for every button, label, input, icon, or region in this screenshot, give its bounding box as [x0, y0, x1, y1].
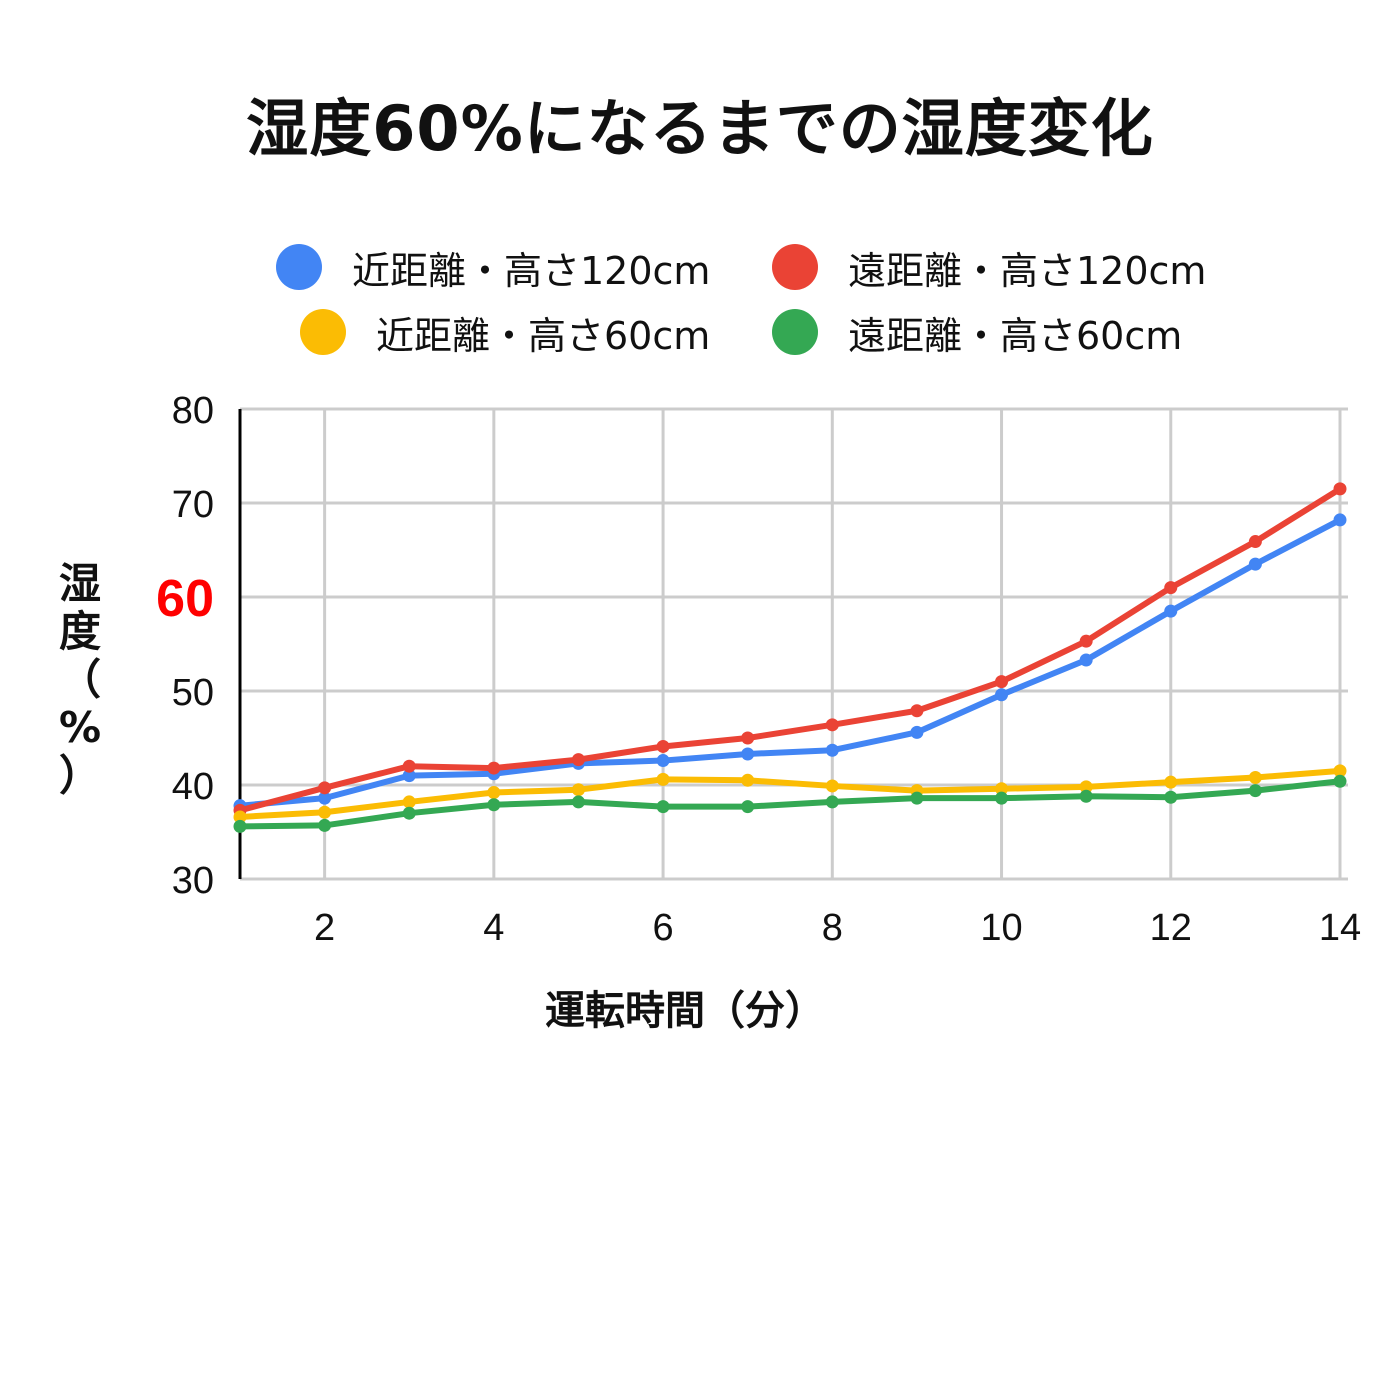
- data-point: [571, 753, 585, 767]
- data-point: [571, 783, 585, 797]
- data-point: [487, 798, 501, 812]
- data-point: [1333, 764, 1347, 778]
- data-point: [741, 731, 755, 745]
- data-point: [1248, 784, 1262, 798]
- data-point: [402, 795, 416, 809]
- data-point: [825, 743, 839, 757]
- legend-item-far-120: 遠距離・高さ120cm: [772, 242, 1207, 293]
- x-tick-label: 2: [314, 907, 335, 949]
- data-point: [656, 739, 670, 753]
- data-point: [1164, 790, 1178, 804]
- data-point: [402, 769, 416, 783]
- data-point: [825, 779, 839, 793]
- data-point: [571, 795, 585, 809]
- series-line: [237, 767, 1343, 820]
- legend-label: 近距離・高さ120cm: [352, 248, 711, 293]
- data-point: [402, 806, 416, 820]
- data-point: [402, 759, 416, 773]
- data-point: [233, 819, 247, 833]
- data-point: [1079, 634, 1093, 648]
- data-point: [825, 718, 839, 732]
- data-point: [487, 786, 501, 800]
- data-point: [318, 791, 332, 805]
- legend-label: 近距離・高さ60cm: [376, 313, 711, 358]
- data-point: [910, 725, 924, 739]
- data-point: [1079, 780, 1093, 794]
- y-axis-label-char: 湿: [58, 559, 101, 608]
- data-point: [741, 800, 755, 814]
- legend-item-far-60: 遠距離・高さ60cm: [772, 307, 1183, 358]
- series-line: [237, 485, 1343, 814]
- series-line: [237, 516, 1343, 809]
- data-point: [910, 704, 924, 718]
- legend-label: 遠距離・高さ120cm: [848, 248, 1207, 293]
- data-point: [318, 781, 332, 795]
- data-point: [825, 795, 839, 809]
- y-axis-label-char: %: [58, 703, 102, 752]
- data-point: [995, 688, 1009, 702]
- data-point: [1248, 535, 1262, 549]
- legend-dot-yellow-icon: [300, 309, 346, 355]
- y-tick-label: 50: [172, 672, 214, 714]
- y-axis-label-char: ）: [58, 751, 101, 800]
- chart-title: 湿度60%になるまでの湿度変化: [246, 92, 1154, 165]
- data-point: [910, 791, 924, 805]
- data-point: [1079, 653, 1093, 667]
- y-tick-label: 40: [172, 766, 214, 808]
- series-line: [237, 778, 1343, 830]
- data-point: [1164, 775, 1178, 789]
- data-point: [487, 761, 501, 775]
- data-point: [656, 754, 670, 768]
- data-point: [318, 818, 332, 832]
- x-tick-label: 6: [653, 907, 674, 949]
- x-axis-label: 運転時間（分）: [545, 988, 825, 1034]
- legend-item-near-120: 近距離・高さ120cm: [276, 242, 711, 293]
- y-tick-label: 60: [156, 570, 214, 628]
- legend-label: 遠距離・高さ60cm: [848, 313, 1183, 358]
- data-point: [1164, 604, 1178, 618]
- y-tick-label: 80: [172, 390, 214, 432]
- data-point: [1248, 557, 1262, 571]
- data-point: [233, 810, 247, 824]
- data-point: [995, 782, 1009, 796]
- data-point: [1333, 482, 1347, 496]
- data-point: [656, 800, 670, 814]
- data-point: [741, 773, 755, 787]
- data-point: [995, 675, 1009, 689]
- data-point: [1079, 789, 1093, 803]
- x-tick-label: 10: [980, 907, 1022, 949]
- data-point: [1248, 770, 1262, 784]
- y-tick-label: 70: [172, 484, 214, 526]
- data-point: [656, 772, 670, 786]
- x-tick-label: 4: [483, 907, 504, 949]
- data-point: [995, 791, 1009, 805]
- data-point: [741, 747, 755, 761]
- y-axis-label-char: （: [58, 655, 101, 704]
- y-tick-label: 30: [172, 860, 214, 902]
- y-axis-label: 湿 度 （ % ）: [52, 560, 108, 800]
- x-tick-label: 14: [1319, 907, 1361, 949]
- y-axis-label-char: 度: [58, 607, 101, 656]
- x-tick-label: 12: [1150, 907, 1192, 949]
- legend-dot-green-icon: [772, 309, 818, 355]
- legend-dot-red-icon: [772, 244, 818, 290]
- legend-item-near-60: 近距離・高さ60cm: [300, 307, 711, 358]
- x-tick-label: 8: [822, 907, 843, 949]
- data-point: [1333, 774, 1347, 788]
- legend-dot-blue-icon: [276, 244, 322, 290]
- data-point: [318, 805, 332, 819]
- data-point: [1164, 581, 1178, 595]
- data-point: [1333, 513, 1347, 527]
